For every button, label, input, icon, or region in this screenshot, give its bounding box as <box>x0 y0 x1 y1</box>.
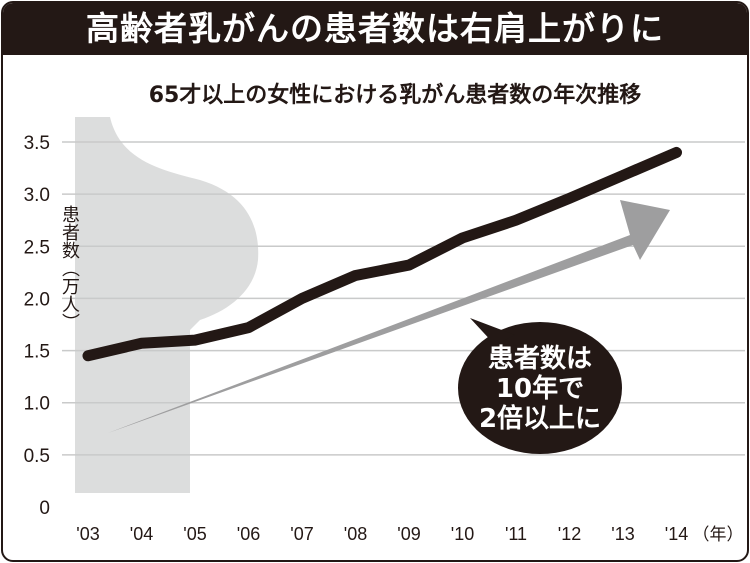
y-tick-label: 2.0 <box>24 289 50 310</box>
breast-silhouette <box>75 117 259 493</box>
x-tick-label: '13 <box>611 524 634 544</box>
y-tick-label: 0.5 <box>24 446 50 467</box>
x-tick-label: '09 <box>397 524 420 544</box>
annotation-text: 2倍以上に <box>479 403 601 434</box>
x-tick-label: '06 <box>237 524 260 544</box>
x-tick-label: '05 <box>183 524 206 544</box>
data-line <box>82 146 682 362</box>
x-tick-label: '04 <box>130 524 153 544</box>
chart-title: 高齢者乳がんの患者数は右肩上がりに <box>3 3 747 55</box>
annotation-text: 10年で <box>496 373 584 404</box>
y-tick-label: 0 <box>39 498 50 519</box>
x-tick-label: '08 <box>344 524 367 544</box>
speech-bubble-tail <box>470 318 515 345</box>
x-tick-label: '03 <box>76 524 99 544</box>
x-tick-label: '10 <box>451 524 474 544</box>
annotation-text: 患者数は <box>488 344 592 374</box>
x-tick-label: '07 <box>290 524 313 544</box>
chart-subtitle: 65才以上の女性における乳がん患者数の年次推移 <box>148 83 642 108</box>
y-tick-label: 3.5 <box>24 133 50 154</box>
y-tick-label: 1.0 <box>24 394 50 415</box>
x-tick-label: '14 <box>665 524 688 544</box>
x-tick-label: '12 <box>558 524 581 544</box>
x-axis-label: （年） <box>693 525 744 545</box>
y-tick-label: 3.0 <box>24 185 50 206</box>
speech-bubble <box>458 322 622 454</box>
x-tick-label: '11 <box>505 524 527 544</box>
y-tick-label: 1.5 <box>24 342 50 363</box>
y-tick-label: 2.5 <box>24 237 50 258</box>
y-axis-label: 患者数（万人） <box>59 205 80 331</box>
